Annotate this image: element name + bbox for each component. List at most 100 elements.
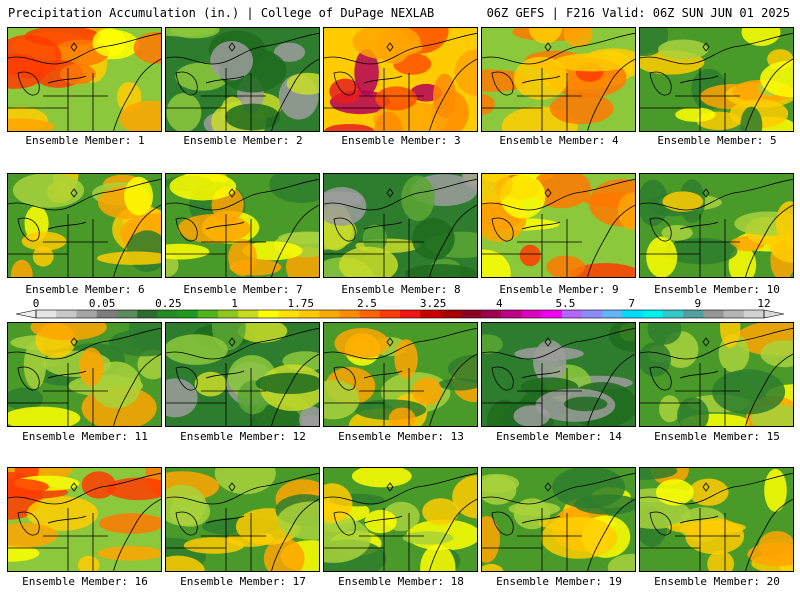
colorbar-tick-label: 12 bbox=[757, 297, 771, 310]
colorbar-swatch bbox=[662, 310, 684, 318]
colorbar-swatch bbox=[76, 310, 97, 318]
colorbar-swatch bbox=[440, 310, 461, 318]
precip-field bbox=[166, 28, 319, 131]
precip-field bbox=[8, 468, 161, 571]
colorbar-tick-label: 4 bbox=[495, 297, 503, 310]
colorbar-swatch bbox=[116, 310, 138, 318]
colorbar-swatch bbox=[157, 310, 178, 318]
colorbar-swatch bbox=[501, 310, 522, 318]
precip-field bbox=[482, 174, 635, 277]
model-run-info: 06Z GEFS | F216 Valid: 06Z SUN JUN 01 20… bbox=[486, 6, 790, 20]
ensemble-member-map bbox=[639, 173, 794, 278]
ensemble-member-label: Ensemble Member: 13 bbox=[338, 430, 464, 443]
precip-field bbox=[8, 323, 161, 426]
colorbar-swatch bbox=[420, 310, 441, 318]
colorbar-swatch bbox=[642, 310, 664, 318]
colorbar-swatch bbox=[258, 310, 279, 318]
colorbar-tick-label: 9 bbox=[694, 297, 702, 310]
colorbar-swatch bbox=[379, 310, 401, 318]
ensemble-member-map bbox=[165, 27, 320, 132]
colorbar-swatch bbox=[480, 310, 502, 318]
colorbar-swatch bbox=[36, 310, 57, 318]
colorbar-tick-label: 1 bbox=[231, 297, 238, 310]
product-title: Precipitation Accumulation (in.) | Colle… bbox=[8, 6, 435, 20]
ensemble-member-map bbox=[7, 467, 162, 572]
precip-field bbox=[640, 323, 793, 426]
ensemble-member-map bbox=[7, 322, 162, 427]
precip-field bbox=[324, 468, 477, 571]
ensemble-member-label: Ensemble Member: 4 bbox=[499, 134, 619, 147]
colorbar-swatch bbox=[460, 310, 482, 318]
colorbar-swatch bbox=[541, 310, 563, 318]
colorbar-swatch bbox=[319, 310, 340, 318]
colorbar-swatch bbox=[521, 310, 542, 318]
ensemble-member-label: Ensemble Member: 6 bbox=[25, 283, 145, 296]
precip-field bbox=[640, 28, 793, 131]
colorbar-swatch bbox=[400, 310, 421, 318]
precip-field bbox=[324, 174, 477, 277]
ensemble-member-map bbox=[323, 467, 478, 572]
ensemble-member-label: Ensemble Member: 14 bbox=[496, 430, 622, 443]
colorbar-swatch bbox=[561, 310, 583, 318]
precip-field bbox=[482, 468, 635, 571]
colorbar-swatch bbox=[359, 310, 381, 318]
ensemble-member-label: Ensemble Member: 16 bbox=[22, 575, 148, 588]
ensemble-member-map bbox=[323, 173, 478, 278]
ensemble-member-map bbox=[323, 322, 478, 427]
ensemble-member-map bbox=[165, 173, 320, 278]
ensemble-member-label: Ensemble Member: 3 bbox=[341, 134, 461, 147]
ensemble-member-label: Ensemble Member: 20 bbox=[654, 575, 780, 588]
precip-field bbox=[8, 174, 161, 277]
colorbar-tick-label: 3.25 bbox=[419, 297, 447, 310]
precip-field bbox=[8, 28, 161, 131]
colorbar-swatch bbox=[238, 310, 259, 318]
ensemble-member-label: Ensemble Member: 15 bbox=[654, 430, 780, 443]
ensemble-member-label: Ensemble Member: 10 bbox=[654, 283, 780, 296]
colorbar-max-arrow bbox=[763, 309, 785, 319]
colorbar-swatch bbox=[218, 310, 239, 318]
colorbar-swatch bbox=[278, 310, 300, 318]
ensemble-member-map bbox=[639, 467, 794, 572]
precip-field bbox=[482, 323, 635, 426]
ensemble-member-label: Ensemble Member: 11 bbox=[22, 430, 148, 443]
colorbar-swatch bbox=[96, 310, 118, 318]
colorbar-swatch bbox=[683, 310, 704, 318]
ensemble-member-map bbox=[639, 27, 794, 132]
colorbar-swatch bbox=[723, 310, 745, 318]
ensemble-member-map bbox=[7, 27, 162, 132]
colorbar-swatch bbox=[137, 310, 158, 318]
precip-field bbox=[166, 174, 319, 277]
precip-field bbox=[324, 323, 477, 426]
colorbar-swatch bbox=[743, 310, 765, 318]
precip-field bbox=[324, 28, 477, 131]
colorbar-tick-label: 7 bbox=[628, 297, 635, 310]
ensemble-member-map bbox=[165, 467, 320, 572]
ensemble-member-label: Ensemble Member: 7 bbox=[183, 283, 303, 296]
ensemble-member-label: Ensemble Member: 5 bbox=[657, 134, 777, 147]
ensemble-member-label: Ensemble Member: 1 bbox=[25, 134, 145, 147]
ensemble-member-label: Ensemble Member: 9 bbox=[499, 283, 619, 296]
ensemble-member-label: Ensemble Member: 17 bbox=[180, 575, 306, 588]
ensemble-member-map bbox=[481, 173, 636, 278]
colorbar-swatch bbox=[177, 310, 199, 318]
ensemble-member-map bbox=[323, 27, 478, 132]
ensemble-member-label: Ensemble Member: 12 bbox=[180, 430, 306, 443]
colorbar-tick-label: 0 bbox=[32, 297, 40, 310]
ensemble-member-map bbox=[481, 467, 636, 572]
ensemble-member-label: Ensemble Member: 19 bbox=[496, 575, 622, 588]
colorbar-swatch bbox=[582, 310, 603, 318]
colorbar-tick-label: 1.75 bbox=[287, 297, 314, 310]
ensemble-member-map bbox=[481, 322, 636, 427]
precip-colorbar bbox=[15, 309, 785, 319]
colorbar-tick-label: 2.5 bbox=[356, 297, 377, 310]
ensemble-member-map bbox=[165, 322, 320, 427]
colorbar-swatch bbox=[622, 310, 643, 318]
ensemble-member-map bbox=[7, 173, 162, 278]
precip-field bbox=[482, 28, 635, 131]
colorbar-swatch bbox=[56, 310, 77, 318]
colorbar-swatch bbox=[197, 310, 219, 318]
precip-field bbox=[640, 174, 793, 277]
colorbar-tick-label: 5.5 bbox=[555, 297, 576, 310]
ensemble-member-map bbox=[639, 322, 794, 427]
ensemble-member-label: Ensemble Member: 18 bbox=[338, 575, 464, 588]
